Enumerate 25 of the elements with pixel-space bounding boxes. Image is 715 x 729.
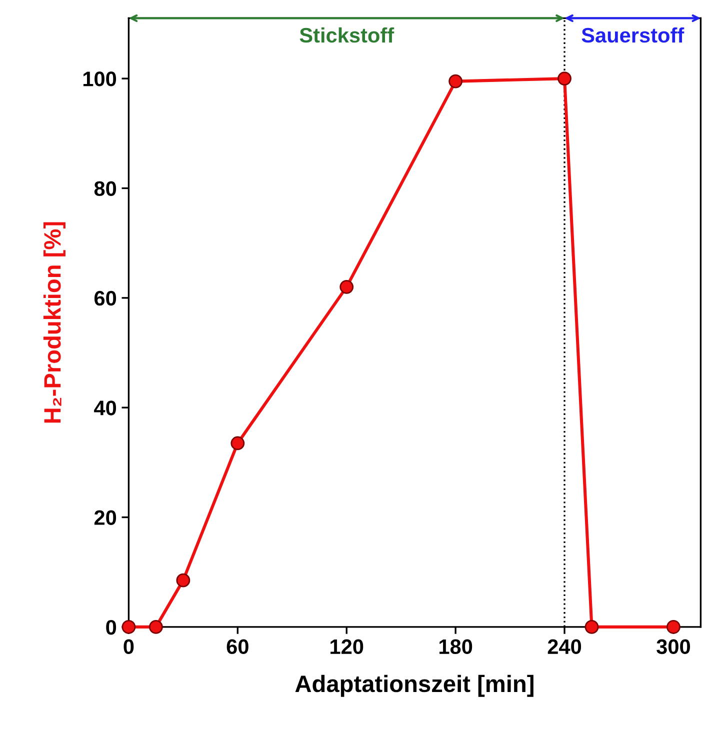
y-tick-label: 100 [83,72,116,86]
point [584,620,599,634]
point [148,620,163,634]
x-tick-label: 300 [656,639,690,654]
x-tick-label: 180 [439,639,472,654]
x-axis-title: Adaptationszeit [min] [295,674,534,697]
y-tick-label: 60 [94,290,116,306]
annotation: Sauerstoff [582,27,684,43]
annotation: Stickstoff [300,27,394,43]
point [666,620,680,634]
y-tick-label: 40 [94,400,116,416]
x-tick-label: 120 [330,639,364,654]
y-axis-title: H₂-Produktion [%] [43,222,66,423]
point [448,74,462,88]
point [176,573,190,588]
point [230,436,245,450]
x-tick-label: 0 [124,639,134,654]
x-tick-label: 240 [548,639,582,654]
y-tick-label: 20 [94,510,116,526]
y-tick-label: 0 [106,620,116,635]
y-tick-label: 80 [94,181,116,196]
x-tick-label: 60 [226,639,248,654]
point [340,280,354,294]
point [122,620,136,634]
point [558,72,572,86]
